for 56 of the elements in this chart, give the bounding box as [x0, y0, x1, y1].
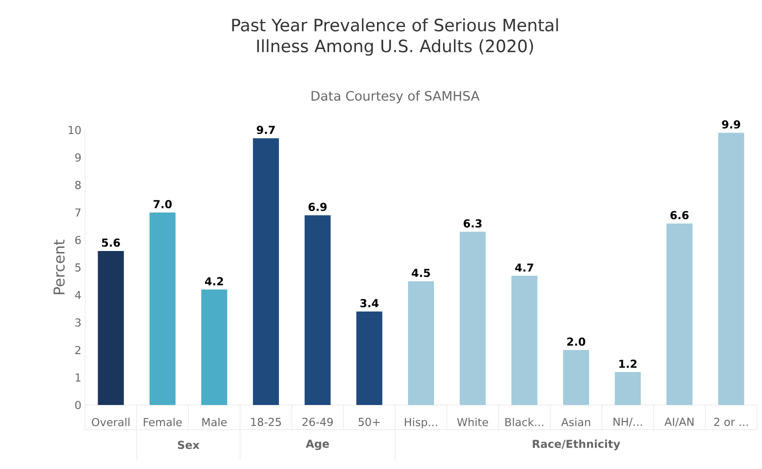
y-tick-label: 2	[75, 346, 80, 354]
y-axis-title: Percent	[54, 240, 65, 294]
bar	[614, 372, 641, 405]
y-tick-label: 7	[75, 208, 81, 216]
x-tick-label: Male	[202, 418, 227, 426]
x-tick-label: Female	[144, 418, 182, 426]
data-label: 2.0	[567, 338, 586, 346]
x-tick-label: 18-25	[251, 418, 281, 426]
bar	[460, 232, 486, 405]
data-label: 6.6	[670, 211, 689, 220]
bar	[408, 281, 434, 405]
y-tick-label: 10	[68, 126, 81, 134]
bar	[98, 251, 124, 405]
data-label: 5.6	[102, 238, 120, 247]
data-label: 6.3	[464, 219, 482, 228]
x-tick-label: AI/AN	[664, 418, 694, 427]
bar	[511, 276, 538, 405]
bar	[150, 212, 176, 405]
y-tick-label: 3	[75, 318, 81, 327]
x-tick-label: White	[457, 418, 488, 426]
bar	[201, 290, 228, 405]
bar	[718, 132, 744, 405]
y-tick-label: 5	[75, 263, 81, 272]
y-tick-label: 4	[75, 291, 81, 299]
text: Age	[306, 440, 329, 450]
data-label: 9.7	[256, 126, 275, 134]
y-tick-label: 1	[76, 374, 80, 382]
x-tick-label: Overall	[92, 418, 130, 426]
data-label: 1.2	[619, 360, 637, 368]
y-tick-label: 0	[75, 400, 81, 410]
x-tick-label: Asian	[561, 418, 590, 426]
data-label: 4.2	[205, 277, 223, 286]
text: Race/Ethnicity	[532, 440, 620, 450]
data-label: 4.5	[412, 268, 430, 278]
y-tick-label: 6	[75, 236, 81, 244]
chart-subtitle: Data Courtesy of SAMHSA	[312, 90, 480, 104]
data-label: 7.0	[154, 200, 172, 208]
x-tick-label: NH/...	[614, 418, 642, 427]
bar	[304, 215, 331, 405]
y-tick-label: 8	[75, 180, 81, 190]
text: Sex	[178, 440, 200, 450]
data-label: 3.4	[360, 299, 379, 308]
bar	[563, 350, 590, 405]
y-tick-label: 9	[75, 153, 81, 162]
bar	[356, 312, 382, 405]
x-tick-label: 26-49	[302, 418, 333, 426]
x-tick-label: 50+	[358, 418, 380, 426]
bar	[666, 224, 692, 405]
x-tick-label: 2 or ...	[714, 418, 748, 426]
chart-title: Past Year Prevalence of Serious Mental Illness Among U.S. Adults (2020)	[232, 18, 558, 56]
bar	[252, 138, 279, 405]
data-label: 6.9	[308, 202, 327, 212]
data-label: 4.7	[515, 264, 534, 272]
x-tick-label: Hisp...	[404, 418, 438, 428]
data-label: 9.9	[722, 120, 740, 129]
x-tick-label: Black...	[505, 418, 544, 426]
